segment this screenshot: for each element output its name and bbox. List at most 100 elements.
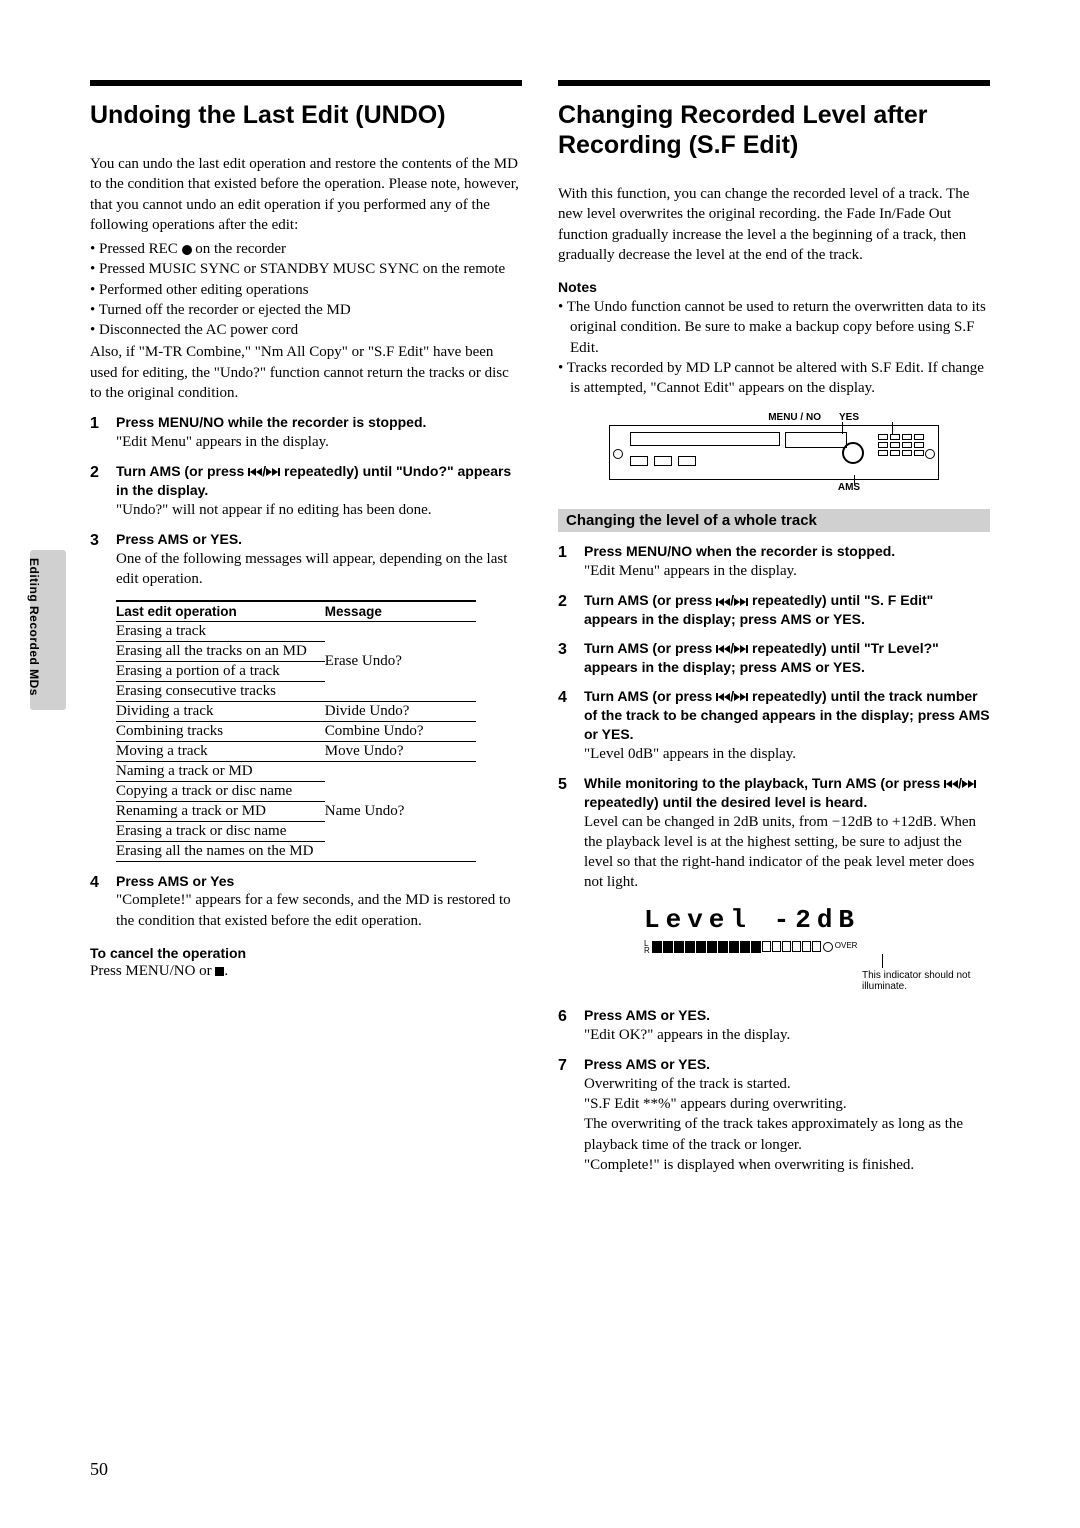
step-bold: While monitoring to the playback, Turn A… bbox=[584, 774, 990, 812]
left-bullets: Pressed REC on the recorder Pressed MUSI… bbox=[90, 239, 522, 340]
record-icon bbox=[182, 245, 192, 255]
note-item: Tracks recorded by MD LP cannot be alter… bbox=[558, 358, 990, 399]
table-cell: Copying a track or disc name bbox=[116, 781, 325, 801]
menu-no-label: MENU / NO bbox=[768, 412, 821, 423]
step-text: "Undo?" will not appear if no editing ha… bbox=[116, 500, 522, 520]
skip-back-icon bbox=[944, 780, 958, 788]
table-cell: Move Undo? bbox=[325, 741, 476, 761]
step-number: 1 bbox=[558, 542, 574, 581]
step-4: 4 Press AMS or Yes "Complete!" appears f… bbox=[90, 872, 522, 931]
step-bold: Press MENU/NO when the recorder is stopp… bbox=[584, 542, 990, 561]
r-step-7: 7 Press AMS or YES. Overwriting of the t… bbox=[558, 1055, 990, 1175]
over-indicator-icon bbox=[823, 942, 833, 952]
step-text: "Complete!" appears for a few seconds, a… bbox=[116, 890, 522, 931]
table-cell: Combining tracks bbox=[116, 721, 325, 741]
step-text: One of the following messages will appea… bbox=[116, 549, 522, 590]
left-after: Also, if "M-TR Combine," "Nm All Copy" o… bbox=[90, 342, 522, 403]
r-step-1: 1 Press MENU/NO when the recorder is sto… bbox=[558, 542, 990, 581]
step-number: 5 bbox=[558, 774, 574, 996]
step-bold: Press AMS or YES. bbox=[584, 1055, 990, 1074]
bullet: Performed other editing operations bbox=[90, 280, 522, 300]
step-2: 2 Turn AMS (or press / repeatedly) until… bbox=[90, 462, 522, 520]
table-cell: Erasing all the names on the MD bbox=[116, 841, 325, 861]
level-display: Level -2dB LR OVER This indicator should bbox=[644, 903, 954, 992]
step-bold: Turn AMS (or press / repeatedly) until "… bbox=[116, 462, 522, 500]
r-step-5: 5 While monitoring to the playback, Turn… bbox=[558, 774, 990, 996]
skip-fwd-icon bbox=[734, 693, 748, 701]
skip-fwd-icon bbox=[734, 598, 748, 606]
table-cell: Moving a track bbox=[116, 741, 325, 761]
bullet: Pressed MUSIC SYNC or STANDBY MUSC SYNC … bbox=[90, 259, 522, 279]
table-cell: Dividing a track bbox=[116, 701, 325, 721]
step-number: 6 bbox=[558, 1006, 574, 1045]
step-bold: Press AMS or Yes bbox=[116, 872, 522, 891]
ams-dial-icon bbox=[842, 442, 864, 464]
table-cell: Erasing consecutive tracks bbox=[116, 681, 325, 701]
bullet: Disconnected the AC power cord bbox=[90, 320, 522, 340]
r-step-6: 6 Press AMS or YES. "Edit OK?" appears i… bbox=[558, 1006, 990, 1045]
step-text: The overwriting of the track takes appro… bbox=[584, 1114, 990, 1155]
step-bold: Turn AMS (or press / repeatedly) until t… bbox=[584, 687, 990, 744]
left-intro: You can undo the last edit operation and… bbox=[90, 154, 522, 235]
step-1: 1 Press MENU/NO while the recorder is st… bbox=[90, 413, 522, 452]
table-cell: Divide Undo? bbox=[325, 701, 476, 721]
table-cell: Erase Undo? bbox=[325, 621, 476, 701]
step-number: 4 bbox=[90, 872, 106, 931]
section-heading: Changing the level of a whole track bbox=[558, 509, 990, 532]
step-bold: Turn AMS (or press / repeatedly) until "… bbox=[584, 639, 990, 677]
notes-head: Notes bbox=[558, 279, 990, 295]
table-cell: Erasing all the tracks on an MD bbox=[116, 641, 325, 661]
step-text: "Complete!" is displayed when overwritin… bbox=[584, 1155, 990, 1175]
top-rule bbox=[558, 80, 990, 86]
top-rule bbox=[90, 80, 522, 86]
side-tab-label: Editing Recorded MDs bbox=[27, 558, 41, 696]
cancel-head: To cancel the operation bbox=[90, 945, 522, 961]
step-text: "Edit OK?" appears in the display. bbox=[584, 1025, 990, 1045]
step-text: "S.F Edit **%" appears during overwritin… bbox=[584, 1094, 990, 1114]
step-text: "Edit Menu" appears in the display. bbox=[116, 432, 522, 452]
step-bold: Turn AMS (or press / repeatedly) until "… bbox=[584, 591, 990, 629]
r-step-3: 3 Turn AMS (or press / repeatedly) until… bbox=[558, 639, 990, 677]
step-bold: Press AMS or YES. bbox=[584, 1006, 990, 1025]
table-cell: Name Undo? bbox=[325, 761, 476, 861]
r-step-2: 2 Turn AMS (or press / repeatedly) until… bbox=[558, 591, 990, 629]
step-text: Level can be changed in 2dB units, from … bbox=[584, 812, 990, 893]
level-text: Level -2dB bbox=[644, 903, 954, 938]
right-column: Changing Recorded Level after Recording … bbox=[558, 80, 990, 1185]
ams-label: AMS bbox=[609, 482, 939, 493]
page-content: Undoing the Last Edit (UNDO) You can und… bbox=[90, 80, 990, 1185]
r-step-4: 4 Turn AMS (or press / repeatedly) until… bbox=[558, 687, 990, 764]
peak-meter-icon bbox=[652, 941, 821, 953]
page-number: 50 bbox=[90, 1459, 108, 1480]
step-text: Overwriting of the track is started. bbox=[584, 1074, 990, 1094]
left-column: Undoing the Last Edit (UNDO) You can und… bbox=[90, 80, 522, 1185]
step-number: 3 bbox=[90, 530, 106, 589]
stop-icon bbox=[215, 967, 224, 976]
step-bold: Press MENU/NO while the recorder is stop… bbox=[116, 413, 522, 432]
step-bold: Press AMS or YES. bbox=[116, 530, 522, 549]
indicator-note: This indicator should not illuminate. bbox=[862, 970, 972, 992]
table-cell: Erasing a track or disc name bbox=[116, 821, 325, 841]
skip-back-icon bbox=[716, 598, 730, 606]
device-diagram: MENU / NO YES AMS bbox=[609, 412, 939, 493]
step-number: 3 bbox=[558, 639, 574, 677]
step-number: 2 bbox=[558, 591, 574, 629]
step-text: "Edit Menu" appears in the display. bbox=[584, 561, 990, 581]
right-intro: With this function, you can change the r… bbox=[558, 184, 990, 265]
skip-fwd-icon bbox=[962, 780, 976, 788]
step-number: 7 bbox=[558, 1055, 574, 1175]
step-number: 1 bbox=[90, 413, 106, 452]
table-cell: Renaming a track or MD bbox=[116, 801, 325, 821]
step-3: 3 Press AMS or YES. One of the following… bbox=[90, 530, 522, 589]
left-title: Undoing the Last Edit (UNDO) bbox=[90, 100, 522, 130]
table-cell: Erasing a track bbox=[116, 621, 325, 641]
col-header: Message bbox=[325, 601, 476, 622]
skip-fwd-icon bbox=[266, 468, 280, 476]
bullet: Turned off the recorder or ejected the M… bbox=[90, 300, 522, 320]
right-title: Changing Recorded Level after Recording … bbox=[558, 100, 990, 160]
table-cell: Erasing a portion of a track bbox=[116, 661, 325, 681]
step-number: 2 bbox=[90, 462, 106, 520]
step-number: 4 bbox=[558, 687, 574, 764]
skip-back-icon bbox=[716, 693, 730, 701]
cancel-body: Press MENU/NO or . bbox=[90, 961, 522, 981]
